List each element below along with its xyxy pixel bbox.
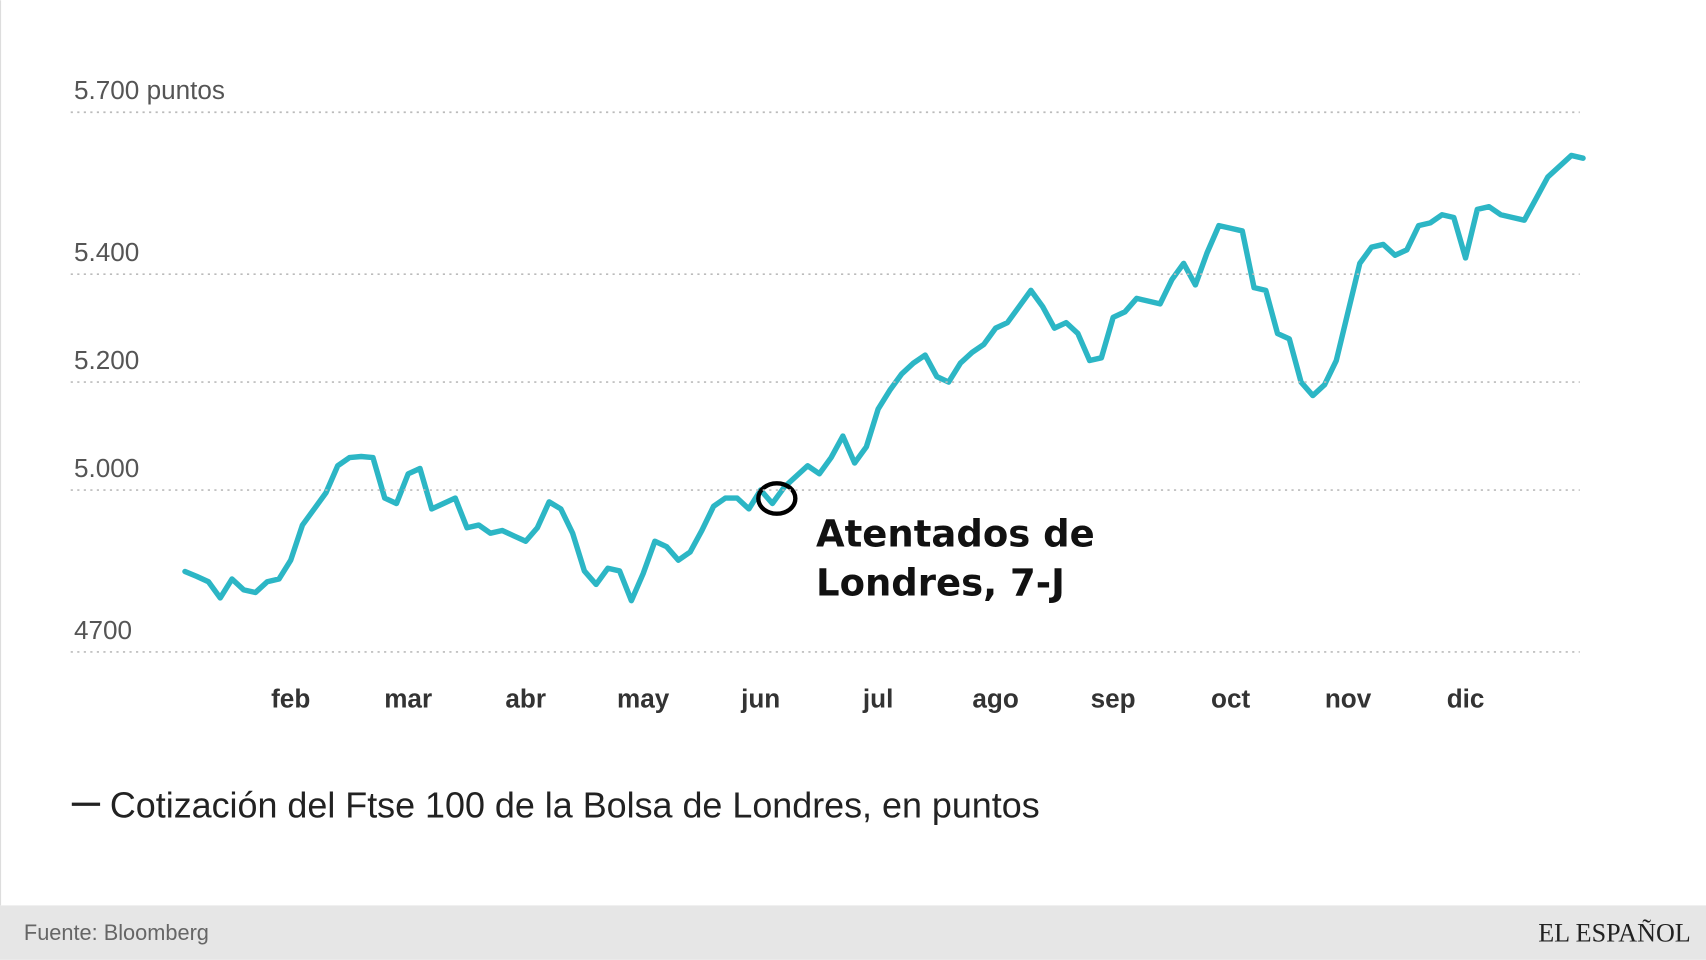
y-tick-label: 5.400 <box>74 237 139 267</box>
x-tick-label: nov <box>1325 683 1372 713</box>
x-tick-label: mar <box>384 683 432 713</box>
y-tick-label: 5.200 <box>74 345 139 375</box>
x-tick-label: jun <box>740 683 780 713</box>
y-tick-label: 4700 <box>74 615 132 645</box>
annotation-circle <box>756 481 798 516</box>
x-tick-label: dic <box>1447 683 1485 713</box>
x-tick-label: feb <box>271 683 310 713</box>
annotation-line: Atentados de <box>816 512 1095 555</box>
x-tick-label: oct <box>1211 683 1250 713</box>
y-tick-label: 5.700 puntos <box>74 75 225 105</box>
x-tick-label: sep <box>1091 683 1136 713</box>
source: Fuente: Bloomberg <box>24 920 209 945</box>
x-tick-label: may <box>617 683 670 713</box>
x-tick-label: ago <box>972 683 1018 713</box>
x-tick-label: jul <box>862 683 893 713</box>
annotation-line: Londres, 7-J <box>816 561 1065 604</box>
x-tick-label: abr <box>505 683 546 713</box>
y-tick-label: 5.000 <box>74 453 139 483</box>
logo: EL ESPAÑOL <box>1538 918 1691 947</box>
footer-band <box>0 905 1706 960</box>
legend-label: Cotización del Ftse 100 de la Bolsa de L… <box>110 785 1040 825</box>
line-series <box>182 152 1586 604</box>
